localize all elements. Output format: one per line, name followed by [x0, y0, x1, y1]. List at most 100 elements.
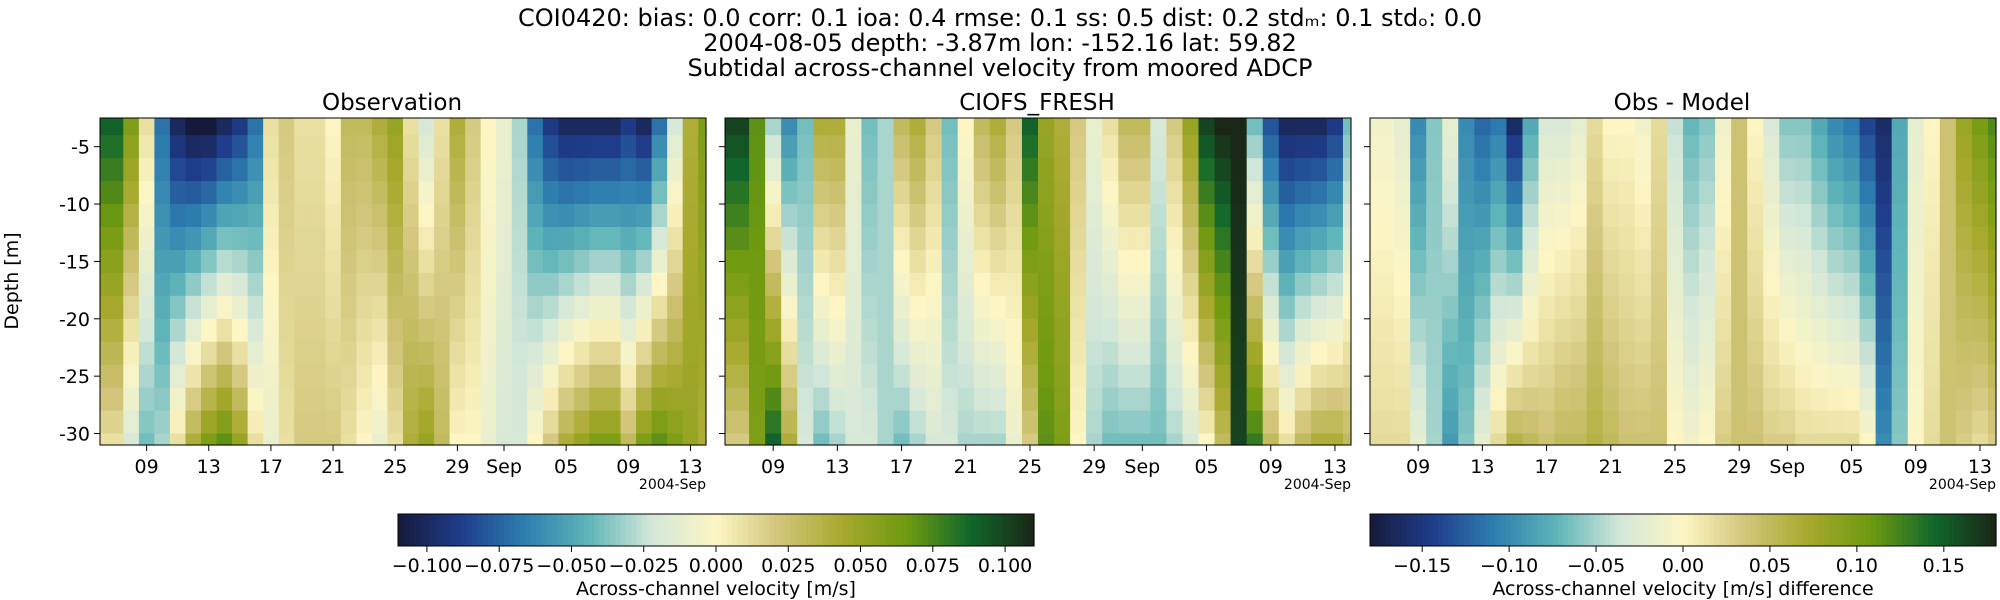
heatmap-cell [1442, 272, 1459, 297]
heatmap-cell [573, 135, 591, 159]
heatmap-cell [957, 227, 975, 251]
heatmap-cell [1370, 295, 1395, 320]
heatmap-cell [1747, 118, 1764, 136]
heatmap-cell [1650, 158, 1668, 182]
colorbar-segment [535, 514, 542, 546]
heatmap-cell [1634, 249, 1652, 274]
heatmap-cell [100, 204, 124, 228]
heatmap-cell [1054, 249, 1071, 274]
heatmap-cell [1875, 387, 1893, 412]
colorbar-segment [1990, 514, 1997, 546]
heatmap-cell [1522, 249, 1540, 274]
heatmap-cell [1410, 387, 1427, 412]
colorbar-segment [689, 514, 696, 546]
heatmap-cell [1586, 387, 1604, 412]
heatmap-cell [496, 158, 513, 182]
heatmap-cell [765, 318, 782, 343]
colorbar-segment [965, 514, 971, 546]
heatmap-cell [1779, 433, 1796, 446]
heatmap-cell [1827, 249, 1845, 274]
heatmap-cell [925, 118, 943, 136]
heatmap-cell [356, 387, 373, 412]
heatmap-cell [1907, 387, 1925, 412]
heatmap-cell [558, 204, 575, 228]
colorbar-segment [594, 514, 600, 546]
colorbar-segment [419, 514, 426, 546]
heatmap-cell [278, 364, 295, 389]
heatmap-cell [909, 387, 927, 412]
difference-heatmap [1370, 118, 1997, 446]
heatmap-cell [558, 227, 575, 251]
heatmap-cell [765, 249, 782, 274]
heatmap-cell [1811, 341, 1829, 366]
colorbar-segment [408, 514, 415, 546]
heatmap-cell [1342, 433, 1352, 446]
heatmap-cell [1370, 204, 1395, 228]
heatmap-cell [1666, 204, 1684, 228]
heatmap-cell [698, 318, 707, 343]
heatmap-cell [1731, 433, 1748, 446]
heatmap-cell [1246, 295, 1264, 320]
heatmap-cell [1038, 410, 1055, 435]
heatmap-cell [925, 364, 943, 389]
heatmap-cell [725, 227, 750, 251]
heatmap-cell [527, 364, 544, 389]
heatmap-cell [418, 364, 435, 389]
heatmap-cell [605, 387, 622, 412]
heatmap-cell [1506, 295, 1524, 320]
heatmap-cell [247, 118, 264, 136]
heatmap-cell [1102, 135, 1119, 159]
heatmap-cell [698, 272, 707, 297]
heatmap-cell [1618, 227, 1636, 251]
heatmap-cell [185, 295, 202, 320]
heatmap-cell [620, 318, 637, 343]
heatmap-cell [1522, 135, 1540, 159]
heatmap-cell [941, 295, 959, 320]
heatmap-cell [496, 249, 513, 274]
heatmap-cell [263, 135, 280, 159]
colorbar-segment [1865, 514, 1872, 546]
colorbar-segment [853, 514, 860, 546]
colorbar-segment [1912, 514, 1919, 546]
heatmap-cell [1214, 204, 1232, 228]
heatmap-cell [620, 118, 637, 136]
heatmap-cell [1875, 118, 1893, 136]
velocity-colorbar: −0.100 −0.075 −0.050 −0.025 0.000 0.025 0.050 0… [392, 513, 1035, 600]
colorbar-segment [466, 514, 473, 546]
heatmap-cell [941, 227, 959, 251]
heatmap-cell [1166, 364, 1184, 389]
heatmap-cell [1166, 158, 1184, 182]
heatmap-cell [465, 364, 482, 389]
heatmap-cell [387, 341, 404, 366]
colorbar-segment [1411, 514, 1418, 546]
x-tick-label: 13 [197, 456, 221, 478]
heatmap-cell [667, 118, 684, 136]
heatmap-cell [1182, 135, 1200, 159]
heatmap-cell [1070, 318, 1087, 343]
heatmap-cell [1054, 158, 1071, 182]
heatmap-cell [941, 204, 959, 228]
heatmap-cell [1182, 227, 1200, 251]
heatmap-cell [1118, 341, 1135, 366]
colorbar-segment [1802, 514, 1809, 546]
heatmap-cell [1763, 341, 1780, 366]
colorbar-segment [451, 514, 457, 546]
heatmap-cell [589, 204, 606, 228]
heatmap-cell [434, 118, 451, 136]
heatmap-cell [861, 272, 879, 297]
heatmap-cell [845, 410, 863, 435]
heatmap-cell [1474, 295, 1491, 320]
heatmap-cell [667, 249, 684, 274]
heatmap-cell [1182, 410, 1200, 435]
heatmap-cell [1618, 158, 1636, 182]
heatmap-cell [138, 118, 155, 136]
heatmap-cell [1650, 272, 1668, 297]
heatmap-cell [1923, 410, 1941, 435]
heatmap-cell [1410, 410, 1427, 435]
heatmap-cell [496, 135, 513, 159]
heatmap-cell [1811, 135, 1829, 159]
colorbar-segment [551, 514, 558, 546]
heatmap-cell [247, 272, 264, 297]
observation-panel: Observation 09 13 17 21 25 29 Sep 05 09 13 -5-10-… [1, 90, 707, 493]
heatmap-cell [201, 227, 218, 251]
